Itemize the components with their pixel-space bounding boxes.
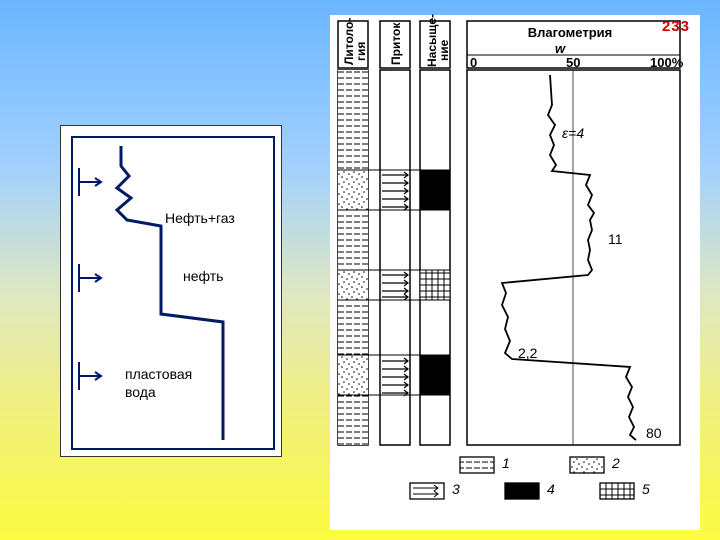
scale-mid: 50 [566, 55, 580, 70]
col-header-curve-2: w [555, 41, 565, 56]
legend-2: 2 [612, 455, 620, 471]
label-formation-water-1: пластовая [125, 366, 192, 382]
legend-group [410, 457, 634, 499]
left-diagram-frame: Нефть+газ нефть пластовая вода [71, 136, 275, 450]
annot-eighty: 80 [646, 425, 662, 441]
col-header-satur-2: ние [437, 37, 451, 61]
col-header-curve-1: Влагометрия [510, 25, 630, 40]
annot-two-two: 2,2 [518, 345, 537, 361]
legend-3: 3 [452, 481, 460, 497]
legend-1: 1 [502, 455, 510, 471]
annot-eps4: ε=4 [562, 125, 584, 141]
label-oil-gas: Нефть+газ [165, 210, 235, 226]
annot-eleven: 11 [608, 231, 623, 247]
legend-5: 5 [642, 481, 650, 497]
scale-left: 0 [470, 55, 477, 70]
right-well-log-svg [330, 15, 700, 530]
right-diagram-panel: 233 Литоло- гия Приток Насыще- ние Влаго… [330, 15, 700, 530]
left-curve-svg [73, 138, 273, 448]
col-header-influx: Приток [389, 25, 403, 65]
legend-4: 4 [547, 481, 555, 497]
label-formation-water-2: вода [125, 384, 156, 400]
left-diagram-panel: Нефть+газ нефть пластовая вода [60, 125, 282, 457]
scale-right: 100% [650, 55, 683, 70]
label-oil: нефть [183, 268, 223, 284]
page-number: 233 [662, 18, 690, 35]
col-header-litho-2: гия [354, 37, 368, 61]
